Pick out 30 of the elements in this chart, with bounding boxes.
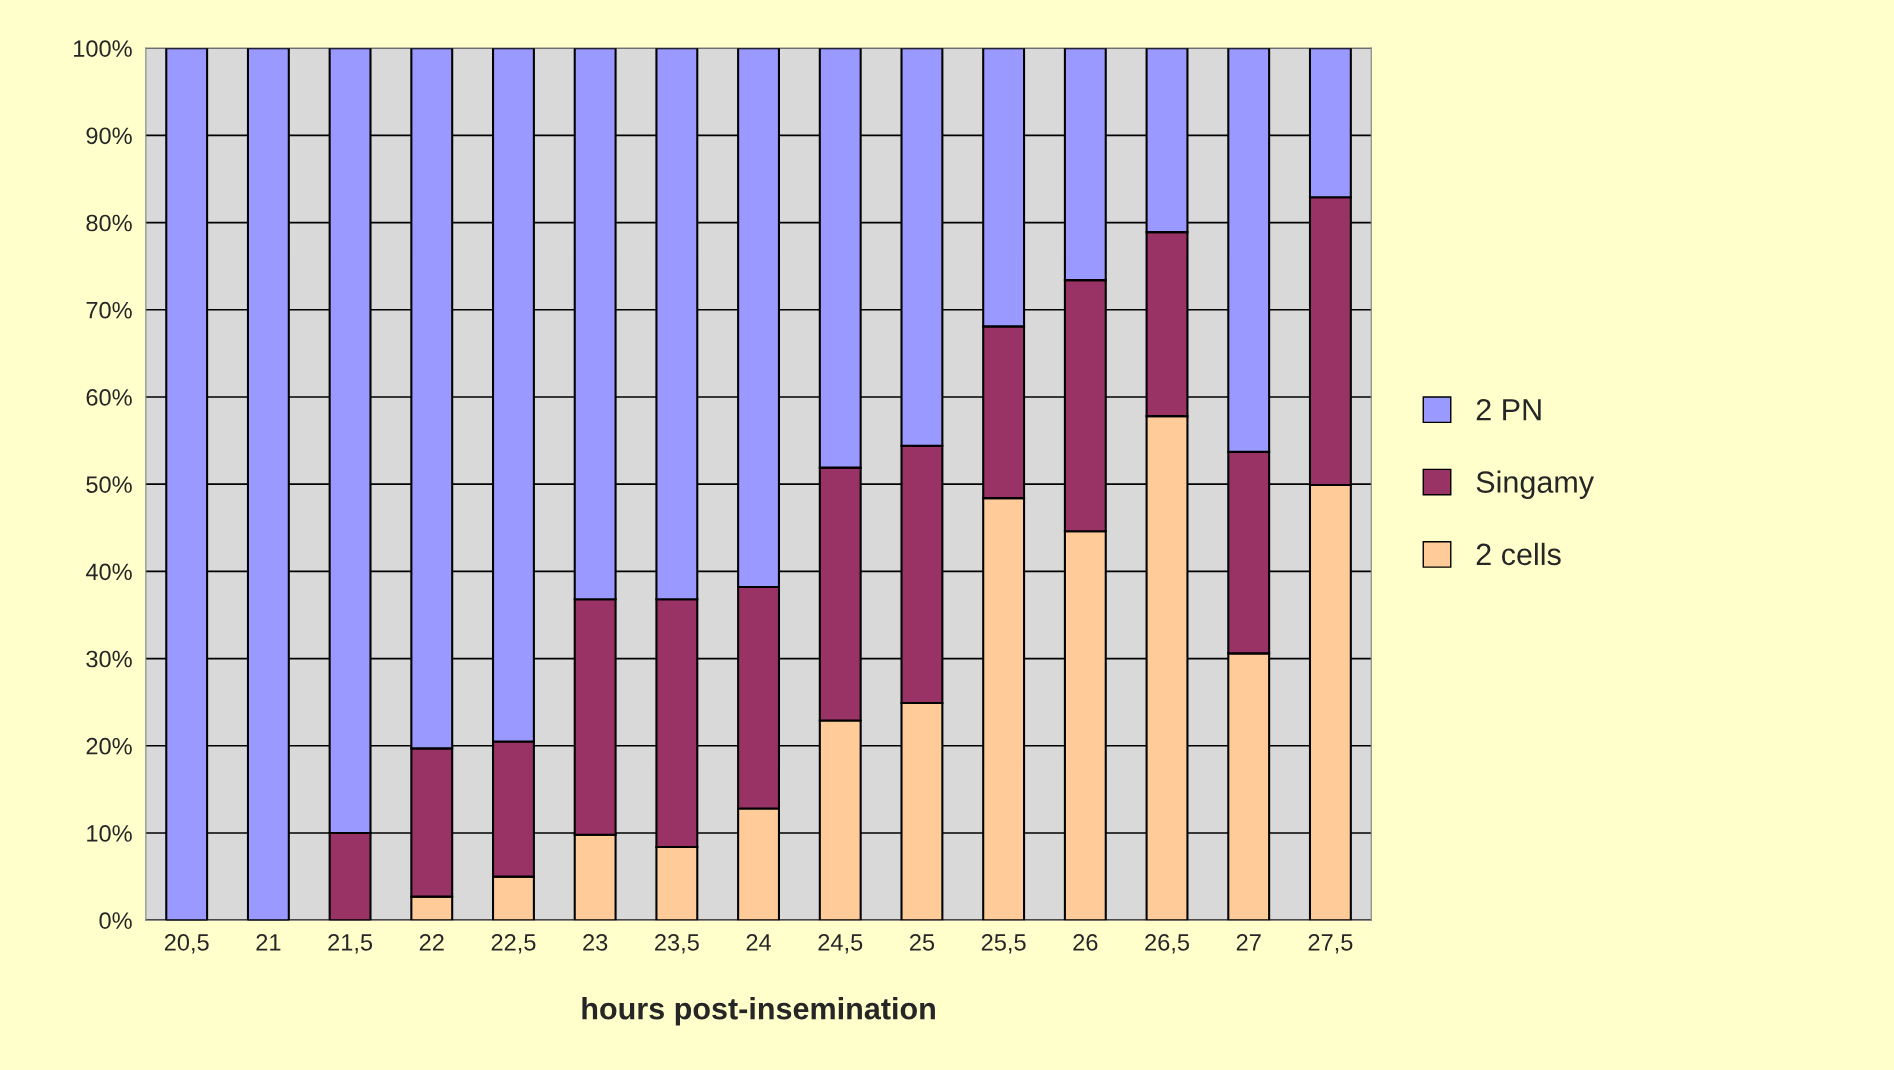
legend-label: 2 cells: [1476, 542, 1561, 566]
legend-label: Singamy: [1476, 470, 1595, 499]
x-tick-label: 25,5: [981, 934, 1026, 954]
x-tick-label: 27,5: [1308, 934, 1353, 954]
legend-label: 2 PN: [1476, 398, 1541, 421]
x-tick-label: 23,5: [655, 934, 699, 954]
y-tick-label: 80%: [86, 214, 132, 232]
x-tick-label: 26,5: [1145, 934, 1190, 954]
y-tick-label: 20%: [86, 737, 132, 755]
y-tick-label: 50%: [86, 476, 132, 493]
x-tick-label: 23: [583, 934, 608, 951]
x-tick-label: 21,5: [328, 934, 373, 954]
y-tick-label: 10%: [87, 825, 132, 842]
x-tick-label: 20,5: [164, 934, 209, 954]
x-tick-label: 22,5: [491, 934, 536, 954]
x-tick-label: 24: [746, 934, 771, 951]
y-tick-label: 90%: [86, 127, 132, 145]
x-tick-label: 25: [909, 934, 935, 951]
y-tick-label: 60%: [86, 389, 132, 406]
y-tick-label: 0%: [99, 912, 132, 929]
x-tick-label: 24,5: [818, 934, 863, 954]
x-tick-label: 27: [1236, 934, 1261, 951]
y-tick-label: 40%: [85, 563, 132, 581]
y-tick-label: 30%: [86, 650, 132, 668]
x-tick-label: 26: [1073, 934, 1098, 951]
x-tick-label: 22: [419, 934, 444, 951]
x-tick-label: 21: [256, 934, 281, 951]
y-tick-label: 70%: [86, 301, 132, 319]
y-tick-label: 100%: [74, 40, 132, 57]
x-axis-title: hours post-insemination: [582, 997, 935, 1026]
